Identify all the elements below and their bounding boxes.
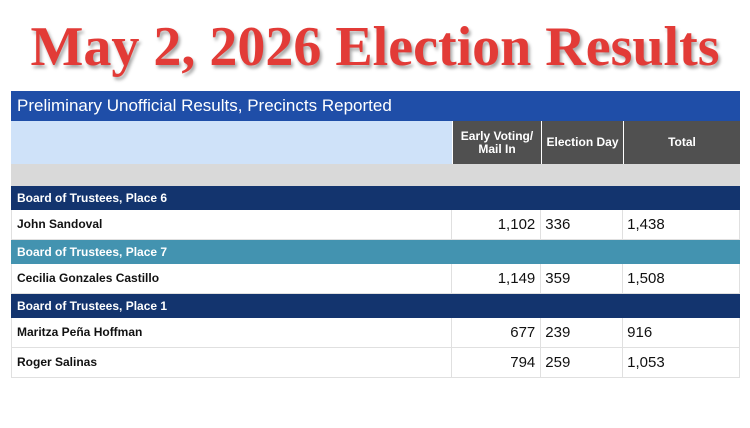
total-count: 1,508	[622, 264, 739, 293]
column-header-early-voting: Early Voting/ Mail In	[452, 121, 541, 164]
election-day-count: 239	[540, 318, 622, 347]
candidate-name: Roger Salinas	[17, 355, 98, 369]
election-day-count: 259	[540, 348, 622, 377]
candidate-name: John Sandoval	[17, 217, 103, 231]
results-banner: Preliminary Unofficial Results, Precinct…	[11, 91, 740, 121]
early-voting-count: 1,102	[451, 210, 540, 239]
race-header: Board of Trustees, Place 6	[11, 186, 740, 210]
table-row: John Sandoval 1,102 336 1,438	[11, 210, 740, 240]
results-table: Preliminary Unofficial Results, Precinct…	[11, 91, 740, 378]
table-row: Maritza Peña Hoffman 677 239 916	[11, 318, 740, 348]
column-header-blank	[11, 121, 452, 164]
total-count: 916	[622, 318, 739, 347]
column-header-row: Early Voting/ Mail In Election Day Total	[11, 121, 740, 164]
total-count: 1,053	[622, 348, 739, 377]
election-day-count: 359	[540, 264, 622, 293]
early-voting-count: 1,149	[451, 264, 540, 293]
race-header: Board of Trustees, Place 1	[11, 294, 740, 318]
table-row: Cecilia Gonzales Castillo 1,149 359 1,50…	[11, 264, 740, 294]
candidate-name: Maritza Peña Hoffman	[17, 325, 143, 339]
race-header: Board of Trustees, Place 7	[11, 240, 740, 264]
election-day-count: 336	[540, 210, 622, 239]
column-header-election-day: Election Day	[541, 121, 623, 164]
table-row: Roger Salinas 794 259 1,053	[11, 348, 740, 378]
early-voting-count: 677	[451, 318, 540, 347]
total-count: 1,438	[622, 210, 739, 239]
page-title: May 2, 2026 Election Results	[30, 16, 720, 78]
early-voting-count: 794	[451, 348, 540, 377]
column-header-total: Total	[623, 121, 740, 164]
candidate-name: Cecilia Gonzales Castillo	[17, 271, 160, 285]
spacer-row	[11, 164, 740, 186]
